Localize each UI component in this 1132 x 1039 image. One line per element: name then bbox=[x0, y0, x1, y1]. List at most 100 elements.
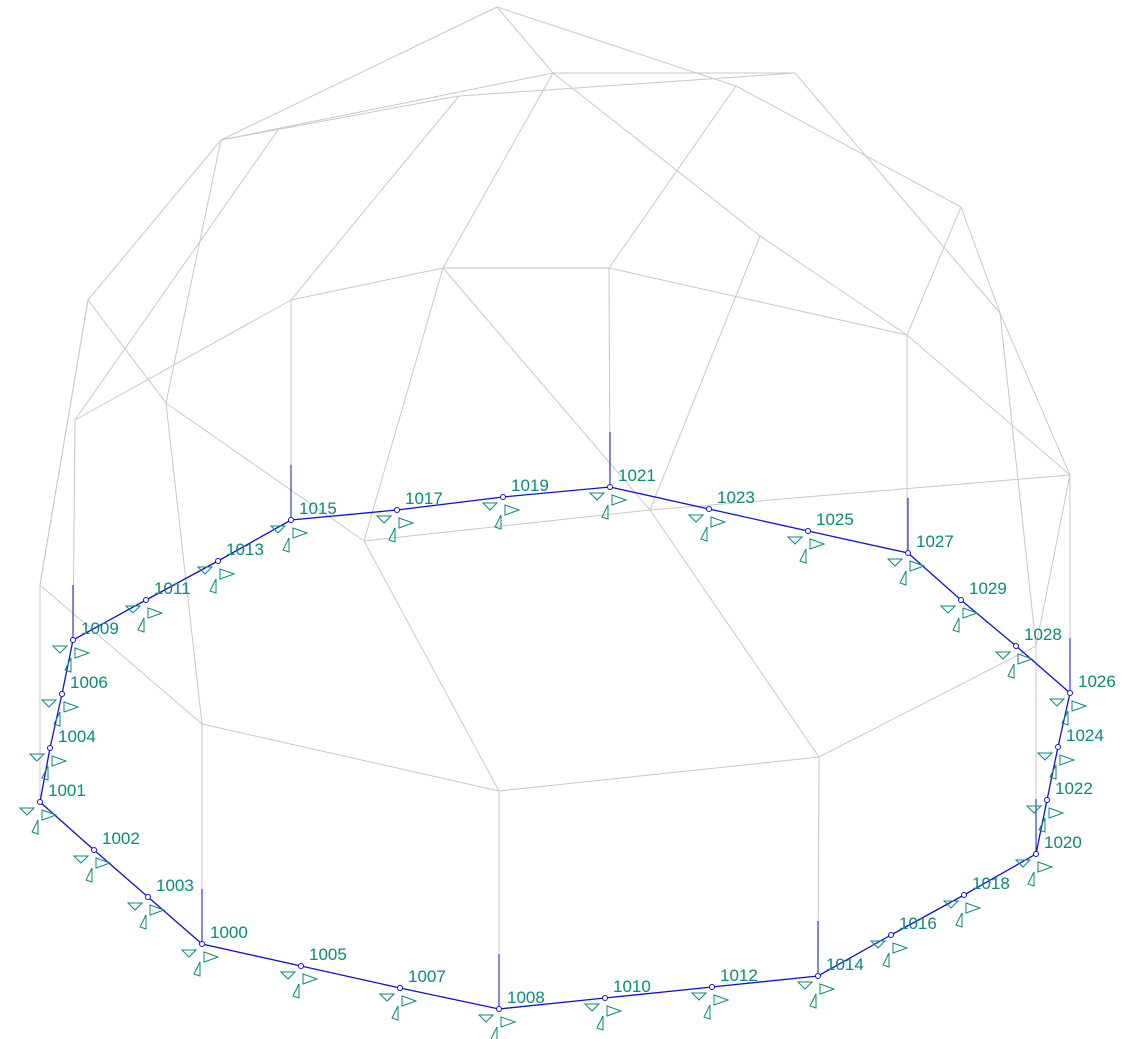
support bbox=[588, 492, 606, 501]
support bbox=[481, 502, 499, 511]
node-label: 1008 bbox=[507, 988, 545, 1007]
support bbox=[713, 994, 730, 1006]
node-label: 1012 bbox=[720, 966, 758, 985]
support bbox=[504, 504, 521, 516]
support bbox=[965, 902, 982, 914]
support bbox=[18, 807, 36, 816]
node-label: 1020 bbox=[1044, 833, 1082, 852]
node bbox=[1055, 744, 1061, 750]
support bbox=[703, 1004, 711, 1020]
support bbox=[269, 525, 287, 534]
node-label: 1001 bbox=[48, 781, 86, 800]
wireframe bbox=[39, 6, 1071, 1009]
support bbox=[477, 1014, 495, 1023]
support bbox=[796, 981, 814, 990]
support bbox=[31, 819, 39, 835]
support bbox=[203, 951, 220, 963]
support bbox=[282, 537, 290, 553]
node bbox=[199, 941, 205, 947]
support bbox=[1071, 700, 1088, 712]
support bbox=[139, 914, 147, 930]
node-label: 1013 bbox=[226, 540, 264, 559]
node bbox=[1044, 797, 1050, 803]
node-label: 1024 bbox=[1066, 726, 1104, 745]
node bbox=[905, 550, 911, 556]
support bbox=[952, 617, 960, 633]
support bbox=[869, 940, 887, 949]
support bbox=[219, 568, 236, 580]
node bbox=[1013, 643, 1019, 649]
node-label: 1017 bbox=[405, 489, 443, 508]
node-label: 1028 bbox=[1024, 625, 1062, 644]
node-label: 1006 bbox=[70, 673, 108, 692]
node-label: 1005 bbox=[309, 945, 347, 964]
support bbox=[819, 983, 836, 995]
support bbox=[209, 578, 217, 594]
node-label: 1018 bbox=[972, 874, 1010, 893]
support bbox=[398, 517, 415, 529]
support bbox=[994, 651, 1012, 660]
support bbox=[1036, 752, 1054, 761]
node bbox=[1067, 690, 1073, 696]
ring: 1001 1004 1006 1009 1011 1013 1015 1017 1019 1021… bbox=[18, 432, 1116, 1039]
node bbox=[706, 506, 712, 512]
node bbox=[59, 691, 65, 697]
support bbox=[809, 538, 826, 550]
node bbox=[298, 963, 304, 969]
node-label: 1025 bbox=[816, 510, 854, 529]
node-label: 1029 bbox=[969, 579, 1007, 598]
support bbox=[962, 607, 979, 619]
support bbox=[74, 647, 91, 659]
node-label: 1016 bbox=[899, 914, 937, 933]
support bbox=[28, 753, 46, 762]
support bbox=[53, 711, 61, 727]
support bbox=[596, 1015, 604, 1031]
node bbox=[496, 1006, 502, 1012]
support bbox=[64, 657, 72, 673]
node-label: 1023 bbox=[717, 488, 755, 507]
support bbox=[180, 949, 198, 958]
support bbox=[606, 1005, 623, 1017]
node-label: 1007 bbox=[408, 967, 446, 986]
support bbox=[882, 952, 890, 968]
support bbox=[583, 1003, 601, 1012]
support bbox=[1049, 764, 1057, 780]
node bbox=[394, 507, 400, 513]
node bbox=[815, 973, 821, 979]
node bbox=[500, 494, 506, 500]
support bbox=[378, 993, 396, 1002]
support bbox=[72, 855, 90, 864]
support bbox=[955, 912, 963, 928]
support bbox=[292, 527, 309, 539]
support bbox=[40, 699, 58, 708]
node-label: 1015 bbox=[299, 499, 337, 518]
support bbox=[700, 526, 708, 542]
support bbox=[401, 995, 418, 1007]
support bbox=[909, 560, 926, 572]
node-label: 1026 bbox=[1078, 672, 1116, 691]
support bbox=[939, 605, 957, 614]
support bbox=[302, 973, 319, 985]
node bbox=[607, 484, 613, 490]
support bbox=[193, 961, 201, 977]
support bbox=[1017, 653, 1034, 665]
node bbox=[37, 799, 43, 805]
support bbox=[1048, 698, 1066, 707]
support bbox=[1025, 805, 1043, 814]
support bbox=[1061, 710, 1069, 726]
support bbox=[611, 494, 628, 506]
support bbox=[391, 1005, 399, 1021]
support bbox=[687, 514, 705, 523]
support bbox=[494, 514, 502, 530]
node bbox=[215, 558, 221, 564]
node bbox=[709, 984, 715, 990]
node-label: 1021 bbox=[618, 466, 656, 485]
support bbox=[279, 971, 297, 980]
support bbox=[710, 516, 727, 528]
support bbox=[375, 515, 393, 524]
node-label: 1011 bbox=[154, 579, 191, 598]
node bbox=[958, 597, 964, 603]
node-label: 1022 bbox=[1055, 779, 1093, 798]
node-label: 1009 bbox=[81, 619, 119, 638]
